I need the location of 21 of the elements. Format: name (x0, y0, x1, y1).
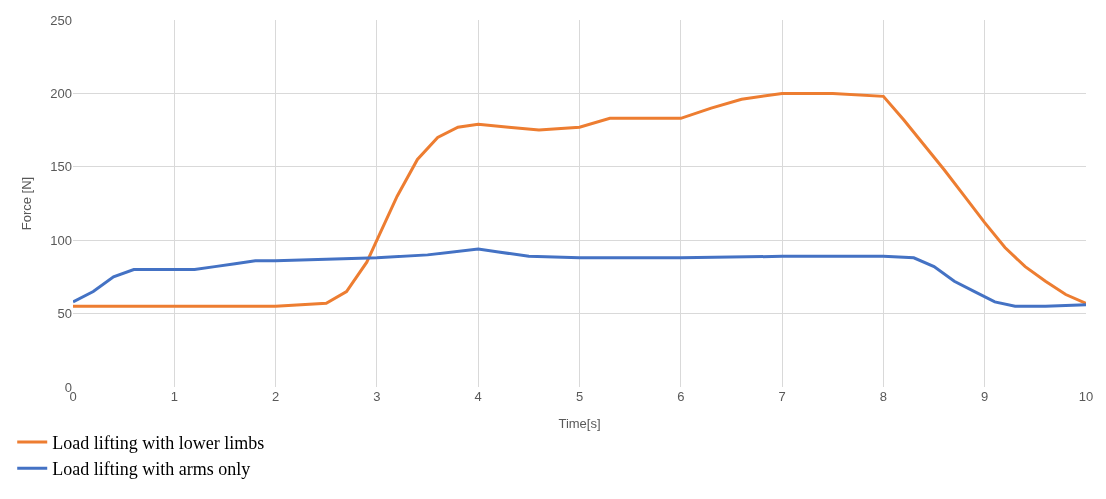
x-tick-label: 10 (1078, 389, 1094, 404)
y-tick-label: 100 (50, 232, 72, 248)
y-tick-label: 250 (50, 12, 72, 28)
x-tick-label: 2 (271, 389, 280, 404)
legend-label: Load lifting with lower limbs (52, 432, 265, 453)
legend-label: Load lifting with arms only (52, 459, 251, 480)
y-tick-label: 50 (57, 306, 72, 322)
line-series (73, 91, 1086, 308)
line-series (73, 247, 1086, 308)
x-tick-label: 3 (373, 389, 381, 404)
x-tick-label: 8 (879, 389, 888, 404)
y-tick-label: 150 (50, 159, 72, 175)
x-tick-label: 7 (778, 389, 786, 404)
x-tick-label: 6 (677, 389, 685, 404)
x-axis-title: Time[s] (558, 415, 601, 431)
x-tick-label: 4 (474, 389, 482, 404)
x-tick-label: 9 (981, 389, 989, 404)
x-tick-label: 5 (575, 389, 584, 404)
x-tick-label: 1 (170, 389, 178, 404)
y-tick-label: 200 (50, 85, 72, 101)
y-axis-title: Force [N] (19, 176, 35, 231)
